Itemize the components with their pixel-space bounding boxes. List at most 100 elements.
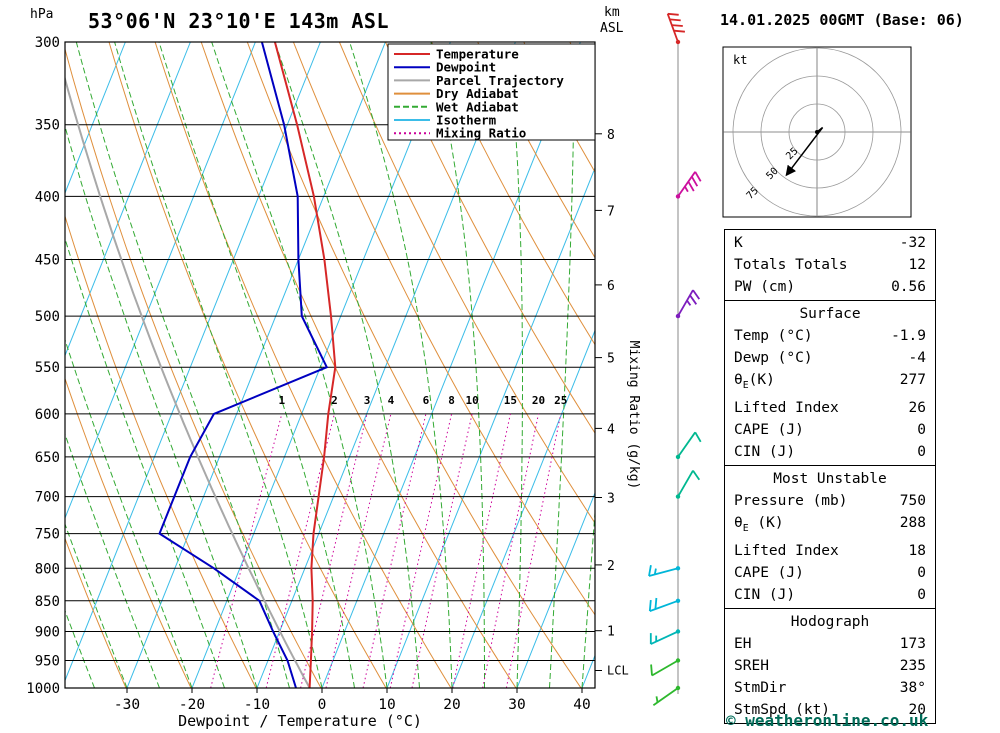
wind-barb xyxy=(648,597,681,612)
wind-barb-station-dot xyxy=(675,566,681,571)
stats-row: θE (K) 288 xyxy=(725,512,935,540)
legend-label: Wet Adiabat xyxy=(436,99,519,114)
km-tick-label: 8 xyxy=(607,128,615,143)
km-tick-label: 5 xyxy=(607,352,615,367)
mixing-ratio-axis-label: Mixing Ratio (g/kg) xyxy=(626,341,641,490)
legend-label: Temperature xyxy=(436,47,519,62)
wet-adiabat-line xyxy=(274,42,420,688)
temp-tick-label: -30 xyxy=(114,697,140,713)
legend-label: Isotherm xyxy=(436,113,497,128)
wind-barb-station-dot xyxy=(675,598,681,603)
stats-label: θE(K) xyxy=(734,372,775,391)
km-tick-label: 3 xyxy=(607,492,615,507)
km-tick-label: 7 xyxy=(607,204,615,219)
km-tick-label: 1 xyxy=(607,625,615,640)
stats-value: 18 xyxy=(908,542,926,559)
stats-row: CAPE (J) 0 xyxy=(725,562,935,584)
wind-barb-station-dot xyxy=(675,494,681,499)
wet-adiabat-line xyxy=(349,42,453,688)
stats-label: StmDir xyxy=(734,679,787,696)
stats-value: 20 xyxy=(908,701,926,718)
axis-labels: hPa3003504004505005506006507007508008509… xyxy=(26,5,641,730)
asl-unit-label: ASL xyxy=(600,21,624,36)
hodograph-trace xyxy=(785,126,824,177)
km-tick-label: 4 xyxy=(607,422,615,437)
temp-tick-label: 30 xyxy=(508,697,525,713)
isotherm-line xyxy=(451,329,595,688)
pressure-tick-label: 400 xyxy=(35,189,60,205)
temp-tick-label: 10 xyxy=(378,697,395,713)
temp-tick-label: -20 xyxy=(179,697,205,713)
wind-barb xyxy=(649,629,681,645)
wet-adiabat-line xyxy=(65,522,128,688)
svg-text:8: 8 xyxy=(448,394,455,407)
wind-barb xyxy=(675,289,701,319)
svg-text:20: 20 xyxy=(532,394,545,407)
svg-text:10: 10 xyxy=(465,394,478,407)
stats-label: CAPE (J) xyxy=(734,564,804,581)
hodograph-ring xyxy=(760,75,874,189)
stats-value: 288 xyxy=(899,514,926,531)
stats-label: CAPE (J) xyxy=(734,421,804,438)
stats-row: Lifted Index 18 xyxy=(725,540,935,562)
svg-text:3: 3 xyxy=(364,394,371,407)
wet-adiabat-line xyxy=(65,338,193,688)
wet-adiabat-line xyxy=(114,42,323,688)
copyright: © weatheronline.co.uk xyxy=(726,711,929,730)
dewpoint-line xyxy=(158,42,329,688)
pressure-tick-label: 450 xyxy=(35,253,60,269)
wind-barb-station-dot xyxy=(675,39,681,45)
stats-label: Lifted Index xyxy=(734,399,839,416)
pressure-tick-label: 750 xyxy=(35,527,60,543)
pressure-tick-label: 700 xyxy=(35,490,60,506)
location-title: 53°06'N 23°10'E 143m ASL xyxy=(88,9,389,33)
stats-row: θE(K) 277 xyxy=(725,369,935,397)
wind-barb xyxy=(666,12,685,45)
isotherm-line xyxy=(191,42,451,688)
wind-barb xyxy=(648,565,681,577)
hodograph-ring xyxy=(788,103,846,161)
stats-value: 0 xyxy=(917,586,926,603)
stats-label: Totals Totals xyxy=(734,257,848,273)
isotherm-line xyxy=(126,42,386,688)
legend-label: Dry Adiabat xyxy=(436,86,519,101)
stats-label: Lifted Index xyxy=(734,542,839,559)
x-axis-label: Dewpoint / Temperature (°C) xyxy=(178,712,422,730)
mixing-ratio-labels: 1 2 3 4 6 8 10 15 20 25 xyxy=(278,394,567,407)
stats-label: StmSpd (kt) xyxy=(734,701,831,718)
stats-label: K xyxy=(734,235,743,251)
pressure-tick-label: 350 xyxy=(35,118,60,134)
stats-row: StmDir 38° xyxy=(725,677,935,699)
wind-barb-column xyxy=(648,12,702,706)
legend-label: Dewpoint xyxy=(436,60,496,75)
wind-barb-station-dot xyxy=(675,313,681,319)
wind-barb-station-dot xyxy=(675,629,681,634)
stats-label: Pressure (mb) xyxy=(734,492,848,509)
pressure-tick-label: 300 xyxy=(35,35,60,51)
stats-row: CIN (J) 0 xyxy=(725,441,935,463)
stats-value: -32 xyxy=(899,235,926,251)
wind-barb xyxy=(675,171,702,199)
wind-barb-station-dot xyxy=(675,658,681,663)
hodograph-origin-dot xyxy=(815,130,819,134)
wind-barb-station-dot xyxy=(675,454,681,460)
stats-value: 173 xyxy=(899,635,926,652)
svg-text:6: 6 xyxy=(423,394,430,407)
stats-row: Lifted Index 26 xyxy=(725,397,935,419)
stats-label: PW (cm) xyxy=(734,279,796,295)
stats-value: 0 xyxy=(917,443,926,460)
wind-barb xyxy=(650,658,681,677)
stats-row: Pressure (mb) 750 xyxy=(725,490,935,512)
isotherm-line xyxy=(256,42,516,688)
isotherm-line xyxy=(321,42,581,688)
lcl-label: LCL xyxy=(607,664,629,678)
stats-label: CIN (J) xyxy=(734,586,796,603)
stats-value: 0.56 xyxy=(891,279,926,295)
km-tick-label: 6 xyxy=(607,279,615,294)
svg-text:4: 4 xyxy=(388,394,395,407)
wet-adiabat-line xyxy=(65,432,160,688)
svg-text:1: 1 xyxy=(278,394,285,407)
